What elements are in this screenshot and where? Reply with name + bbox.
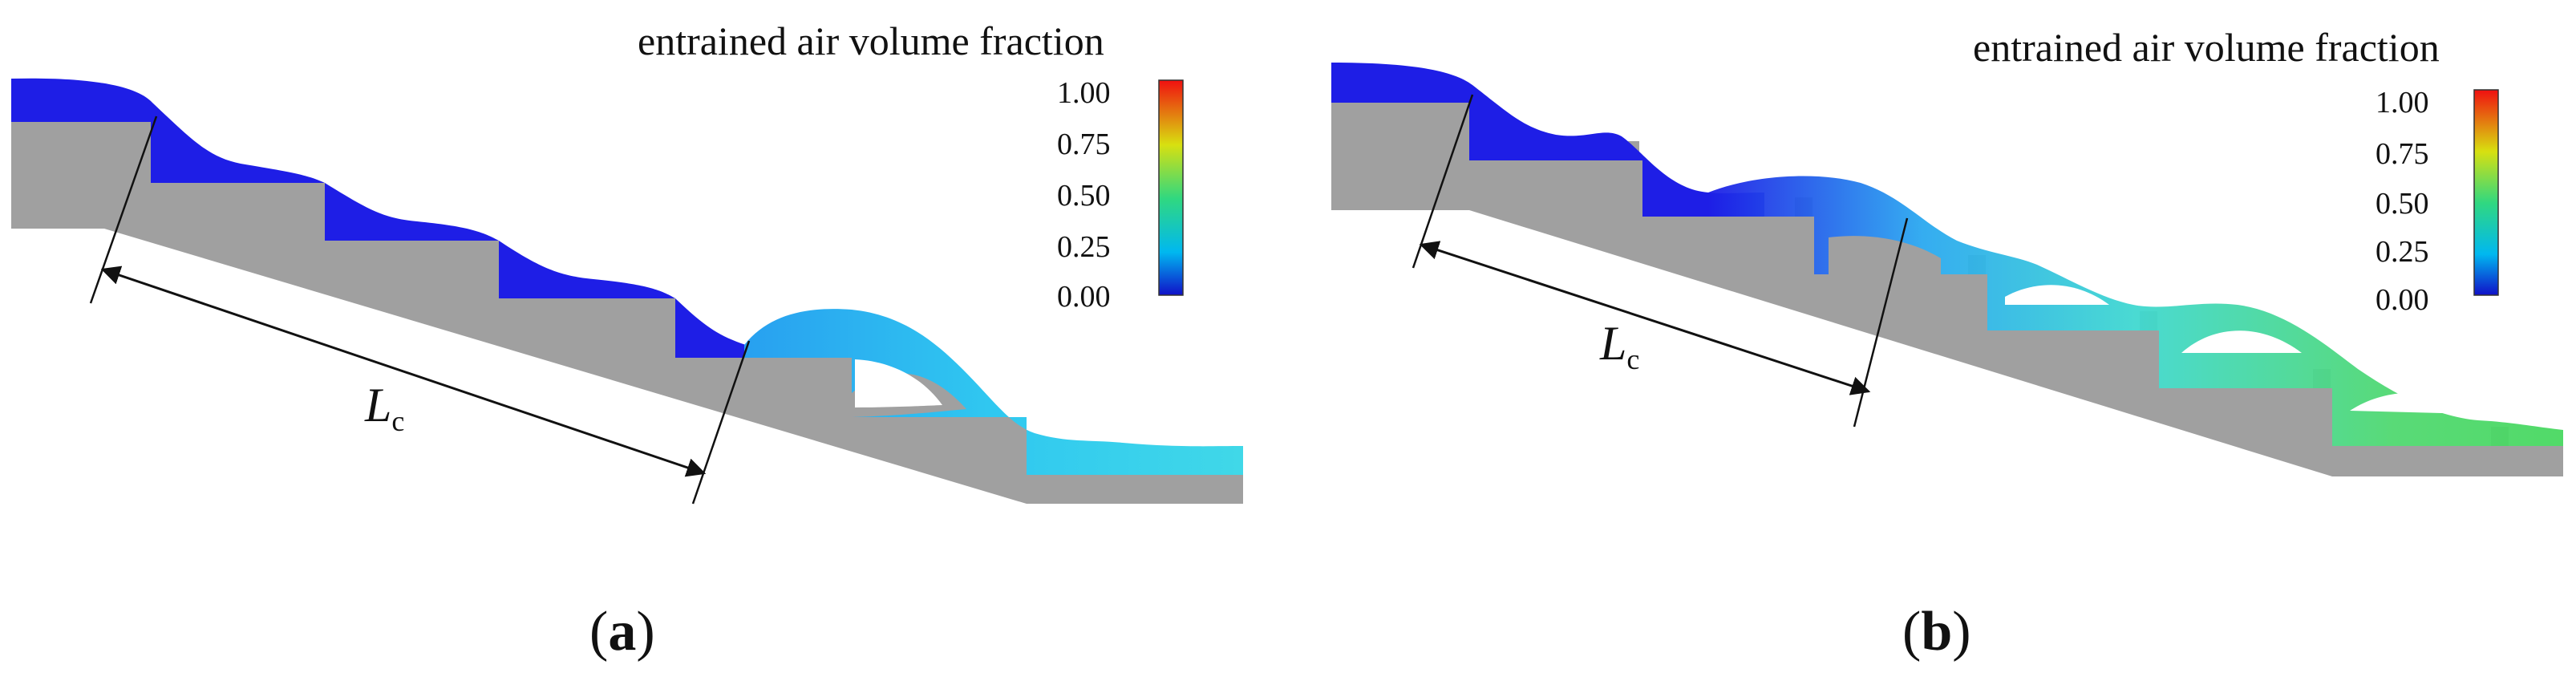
colorbar-tick-b-4: 0.25 bbox=[2376, 235, 2429, 269]
spillway-concrete-b bbox=[1331, 103, 2563, 476]
colorbar-tick-a-4: 0.25 bbox=[1057, 230, 1111, 264]
colorbar-tick-a-2: 0.75 bbox=[1057, 128, 1111, 161]
colorbar-tick-b-2: 0.75 bbox=[2376, 137, 2429, 171]
air-cavity-a-2 bbox=[855, 359, 942, 407]
colorbar-title-a: entrained air volume fraction bbox=[638, 18, 1104, 63]
flow-dense-b bbox=[1331, 63, 1764, 217]
colorbar-a bbox=[1158, 79, 1184, 296]
colorbar-tick-b-1: 1.00 bbox=[2376, 86, 2429, 120]
flow-aerated-a bbox=[744, 309, 1243, 475]
colorbar-title-b: entrained air volume fraction bbox=[1973, 25, 2440, 70]
lc-label-b: Lc bbox=[1599, 317, 1639, 375]
flow-aerated-b bbox=[1708, 176, 2563, 446]
colorbar-tick-b-5: 0.00 bbox=[2376, 283, 2429, 317]
colorbar-tick-b-3: 0.50 bbox=[2376, 187, 2429, 221]
lc-arrow-a bbox=[100, 266, 707, 477]
lc-label-a: Lc bbox=[364, 379, 404, 437]
air-cavity-b-4 bbox=[2350, 392, 2470, 414]
panel-a: Lc entrained air volume fraction 1.00 0.… bbox=[11, 18, 1243, 663]
air-cavity-b-2 bbox=[2005, 285, 2109, 305]
colorbar-tick-a-5: 0.00 bbox=[1057, 280, 1111, 314]
colorbar-tick-a-3: 0.50 bbox=[1057, 179, 1111, 213]
panel-b: Lc entrained air volume fraction 1.00 0.… bbox=[1331, 25, 2563, 663]
colorbar-tick-a-1: 1.00 bbox=[1057, 76, 1111, 110]
lc-tick-start-b bbox=[1412, 94, 1474, 269]
lc-arrow-b bbox=[1419, 241, 1871, 395]
air-cavity-b-3 bbox=[2181, 330, 2302, 353]
panel-label-b: (b) bbox=[1902, 601, 1971, 663]
colorbar-b bbox=[2473, 89, 2499, 296]
panel-label-a: (a) bbox=[589, 601, 655, 663]
